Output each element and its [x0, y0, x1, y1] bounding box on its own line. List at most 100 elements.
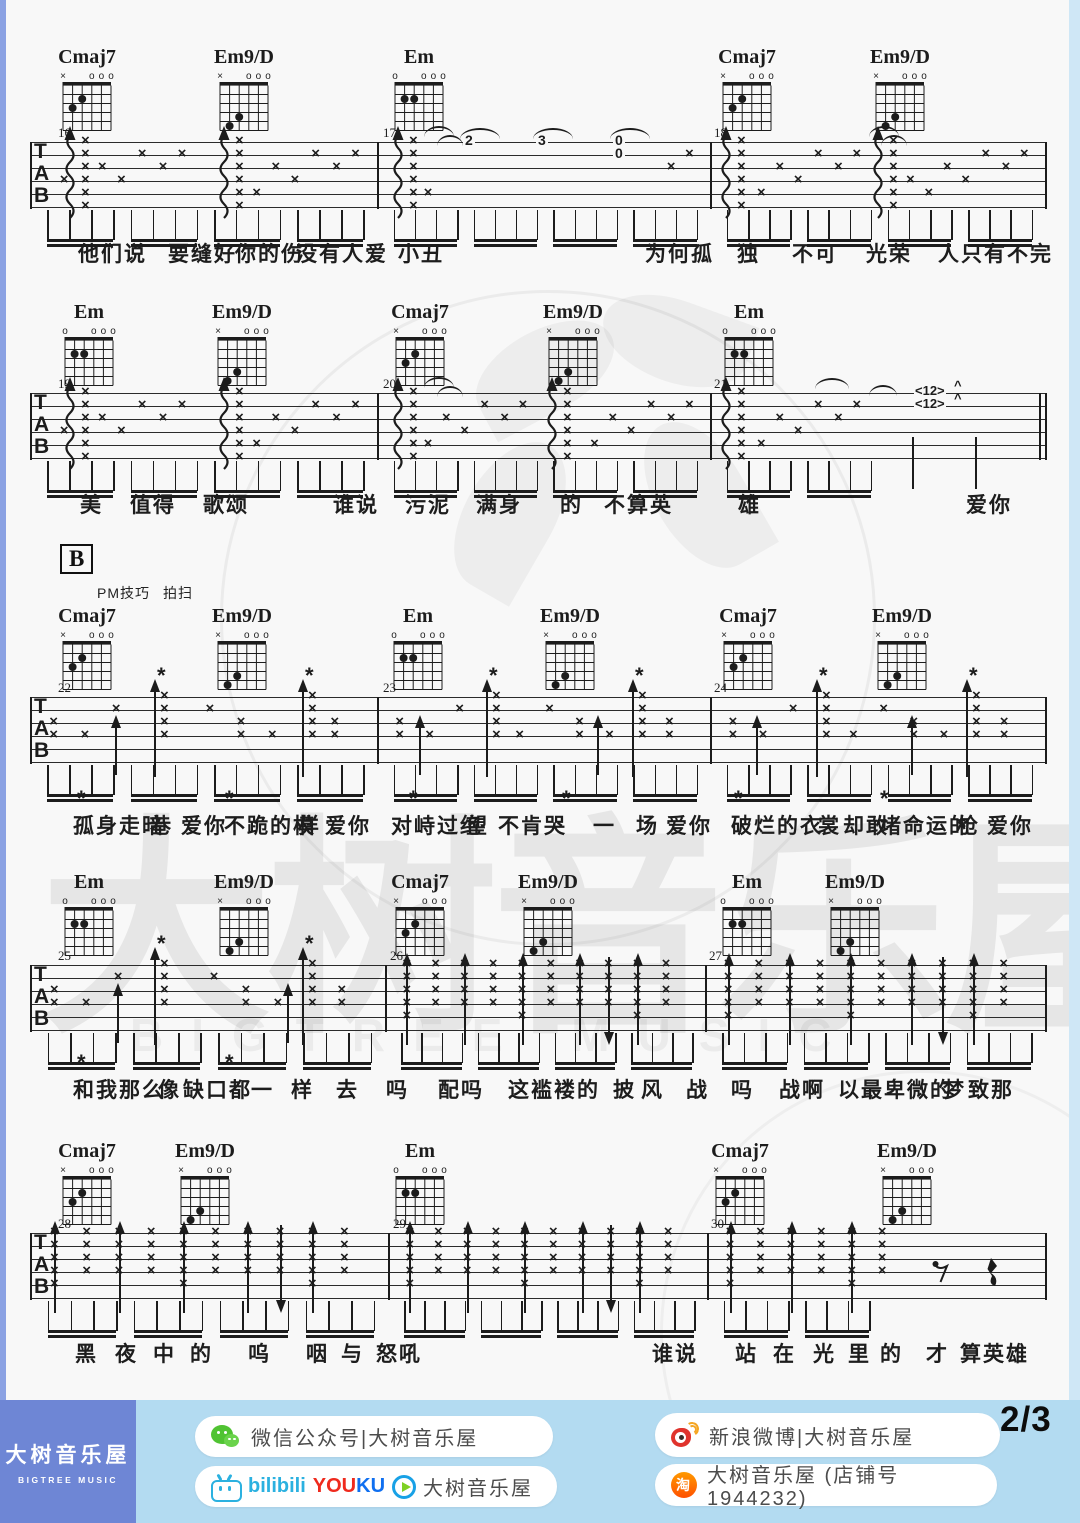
lyric-syllable: 咽	[306, 1343, 329, 1366]
strum-arrow	[242, 1221, 254, 1313]
stem	[156, 1301, 159, 1331]
svg-text:o: o	[108, 71, 114, 82]
beam	[805, 1335, 870, 1338]
barline	[30, 697, 32, 764]
lyric-syllable: 孤身走暗	[73, 815, 165, 838]
x-note: ×	[638, 700, 647, 717]
tab-clef-letter: A	[34, 1253, 50, 1276]
accent-strum-arrow	[961, 679, 973, 777]
svg-text:o: o	[760, 630, 766, 641]
chord-diagram: Cmaj7 × o o o	[57, 46, 117, 136]
lyric-syllable: 吗	[386, 1079, 409, 1102]
chord-diagram: Em9/D × o o o	[214, 871, 274, 961]
x-note: ×	[488, 981, 498, 998]
video-pill: bilibili YOUKU 大树音乐屋	[195, 1466, 557, 1507]
x-note: ×	[575, 713, 584, 730]
beam	[133, 1335, 202, 1338]
beam	[885, 1062, 950, 1065]
x-note: ×	[661, 994, 671, 1011]
x-note: ×	[158, 158, 168, 175]
beam	[966, 1062, 1032, 1065]
lyric-syllable: 黑	[75, 1343, 98, 1366]
beam	[633, 794, 697, 797]
stem	[870, 210, 873, 240]
x-note: ×	[728, 726, 738, 743]
stem	[341, 461, 343, 491]
x-note: ×	[728, 713, 738, 730]
x-note: ×	[351, 145, 360, 162]
beam	[473, 244, 537, 247]
x-note: ×	[999, 981, 1008, 998]
x-note: ×	[431, 955, 440, 972]
slur-arc	[610, 128, 650, 139]
chord-grid: × o o o	[390, 895, 450, 961]
x-note: ×	[434, 1249, 443, 1266]
x-note: ×	[788, 700, 798, 717]
barline	[388, 1233, 390, 1300]
strum-arrow	[401, 953, 413, 1045]
x-note: ×	[81, 132, 90, 149]
x-note: ×	[409, 396, 418, 413]
stem	[722, 1033, 724, 1063]
stem	[653, 1301, 656, 1331]
beam	[553, 244, 617, 247]
chord-diagram: Cmaj7 × o o o	[390, 871, 450, 961]
lyric-syllable: 和我那么	[73, 1079, 165, 1102]
youku-play-icon	[392, 1474, 417, 1499]
stem	[115, 1033, 117, 1063]
x-note: ×	[82, 1262, 92, 1279]
beam	[473, 495, 537, 498]
beam	[723, 1330, 789, 1333]
chord-diagram: Em o o o o	[59, 301, 119, 391]
svg-text:o: o	[914, 630, 920, 641]
stem	[989, 765, 991, 795]
svg-text:o: o	[591, 630, 597, 641]
x-note: ×	[337, 981, 347, 998]
chord-diagram: Cmaj7 × o o o	[710, 1140, 770, 1230]
strum-arrow	[307, 1221, 319, 1313]
svg-text:o: o	[876, 896, 882, 907]
x-note: ×	[793, 422, 803, 439]
lyric-syllable: 这褴褛的	[508, 1079, 600, 1102]
x-note: ×	[81, 171, 90, 188]
barline	[1045, 1233, 1047, 1300]
x-note: ×	[146, 1236, 156, 1253]
lyric-syllable: 的	[880, 1343, 903, 1366]
x-note: ×	[81, 422, 90, 439]
svg-text:o: o	[921, 71, 927, 82]
beam	[47, 244, 114, 247]
x-note: ×	[756, 1223, 765, 1240]
stem	[130, 461, 133, 491]
lyric-syllable: 缺口都	[183, 1079, 252, 1102]
beam	[213, 239, 280, 242]
x-note: ×	[876, 981, 886, 998]
lyric-syllable: 怒吼	[376, 1343, 422, 1366]
chord-diagram: Cmaj7 × o o o	[717, 46, 777, 136]
svg-text:o: o	[101, 896, 107, 907]
stem	[393, 461, 396, 491]
svg-text:o: o	[421, 71, 427, 82]
x-note: ×	[235, 448, 244, 465]
stem	[70, 1033, 72, 1063]
lyric-syllable: 算英雄	[960, 1343, 1029, 1366]
svg-text:o: o	[575, 326, 581, 337]
beam	[303, 1062, 371, 1065]
stem	[870, 765, 873, 795]
tab-clef-letter: T	[34, 140, 47, 163]
beam	[887, 794, 952, 797]
x-note: ×	[82, 1249, 92, 1266]
x-note: ×	[211, 1249, 220, 1266]
svg-text:o: o	[768, 71, 774, 82]
stem	[554, 1033, 557, 1063]
stem	[435, 210, 438, 240]
lyric-syllable: 披	[613, 1079, 636, 1102]
arpeggio-arrow	[216, 377, 232, 471]
x-note: ×	[754, 968, 764, 985]
beam	[130, 799, 197, 802]
x-note: ×	[81, 448, 90, 465]
beam	[47, 1335, 116, 1338]
x-note: ×	[146, 1223, 156, 1240]
chord-label: Em	[74, 301, 104, 323]
x-note: ×	[431, 994, 440, 1011]
beam	[218, 1062, 286, 1065]
